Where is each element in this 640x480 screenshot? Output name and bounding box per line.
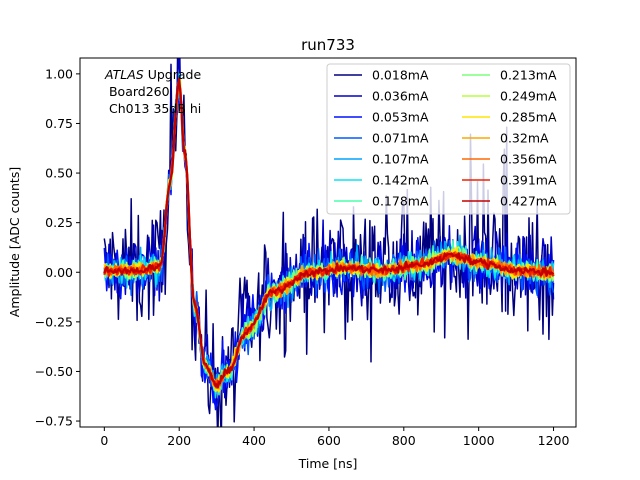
- annotation: ATLAS Upgrade Board260 Ch013 35dB hi: [104, 67, 201, 116]
- legend-label: 0.053mA: [372, 110, 429, 125]
- legend-label: 0.071mA: [372, 131, 429, 146]
- x-tick-label: 0: [100, 433, 108, 448]
- series-line: [103, 58, 555, 427]
- legend-label: 0.285mA: [500, 110, 557, 125]
- x-tick-label: 200: [167, 433, 191, 448]
- legend-label: 0.142mA: [372, 173, 429, 188]
- y-tick-label: 0.00: [45, 265, 73, 280]
- legend-label: 0.356mA: [500, 152, 557, 167]
- annotation-line-3: Ch013 35dB hi: [105, 101, 201, 116]
- y-tick-label: −0.75: [35, 414, 73, 429]
- x-axis: 0 200 400 600 800 1000 1200: [100, 427, 569, 448]
- y-tick-label: −0.25: [35, 314, 73, 329]
- y-tick-label: 0.25: [45, 215, 73, 230]
- annotation-line-2: Board260: [105, 84, 170, 99]
- legend: 0.018mA 0.036mA 0.053mA 0.071mA 0.107mA 0.142…: [326, 63, 571, 215]
- y-tick-label: 0.75: [45, 116, 73, 131]
- plot-frame: [79, 57, 577, 428]
- x-axis-label: Time [ns]: [298, 456, 358, 471]
- legend-label: 0.427mA: [500, 194, 557, 209]
- series-line: [103, 77, 555, 389]
- legend-frame: [326, 63, 571, 215]
- y-axis: −0.75 −0.50 −0.25 0.00 0.25 0.50 0.75 1.00: [35, 66, 80, 429]
- legend-label: 0.32mA: [500, 131, 549, 146]
- legend-label: 0.249mA: [500, 89, 557, 104]
- annotation-experiment: ATLAS: [104, 67, 144, 82]
- legend-label: 0.018mA: [372, 68, 429, 83]
- x-tick-label: 1000: [463, 433, 495, 448]
- legend-label: 0.391mA: [500, 173, 557, 188]
- y-tick-label: 0.50: [45, 166, 73, 181]
- y-axis-label: Amplitude [ADC counts]: [7, 167, 22, 317]
- y-tick-label: −0.50: [35, 364, 73, 379]
- legend-label: 0.178mA: [372, 194, 429, 209]
- x-tick-label: 600: [317, 433, 341, 448]
- annotation-line-1: ATLAS Upgrade: [104, 67, 201, 82]
- x-tick-label: 400: [242, 433, 266, 448]
- chart-title: run733: [301, 36, 355, 54]
- y-tick-label: 1.00: [45, 66, 73, 81]
- series-line: [103, 81, 555, 411]
- legend-label: 0.036mA: [372, 89, 429, 104]
- annotation-experiment-suffix: Upgrade: [144, 67, 202, 82]
- x-tick-label: 800: [392, 433, 416, 448]
- legend-label: 0.213mA: [500, 68, 557, 83]
- series-group: [103, 58, 555, 427]
- legend-label: 0.107mA: [372, 152, 429, 167]
- x-tick-label: 1200: [538, 433, 570, 448]
